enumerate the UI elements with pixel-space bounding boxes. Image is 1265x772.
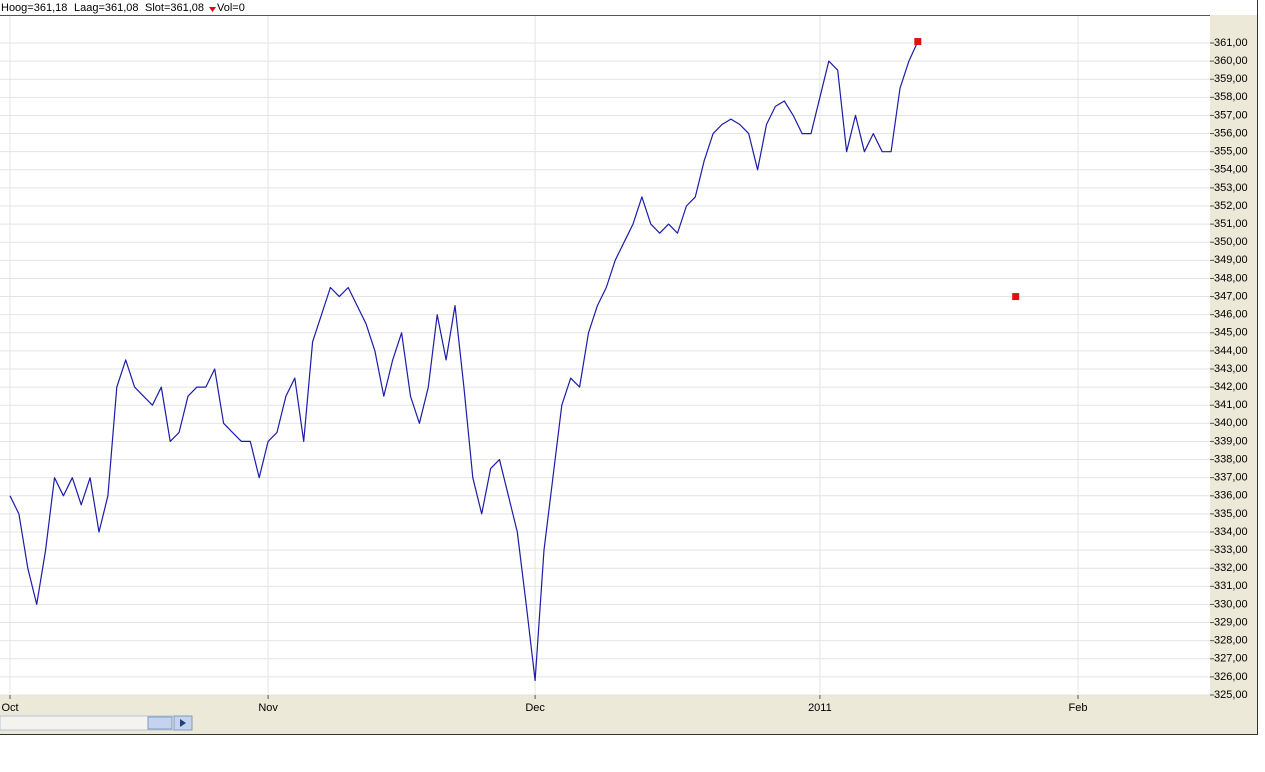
x-tick-label: Oct [1,702,18,714]
y-tick-label: 341,00 [1214,399,1248,411]
y-tick-label: 360,00 [1214,55,1248,67]
y-tick-label: 354,00 [1214,164,1248,176]
y-tick-label: 334,00 [1214,526,1248,538]
y-tick-label: 356,00 [1214,127,1248,139]
y-tick-label: 335,00 [1214,508,1248,520]
y-tick-label: 337,00 [1214,472,1248,484]
y-tick-label: 345,00 [1214,327,1248,339]
y-tick-label: 361,00 [1214,37,1248,49]
y-tick-label: 331,00 [1214,580,1248,592]
y-tick-label: 352,00 [1214,200,1248,212]
y-tick-label: 349,00 [1214,254,1248,266]
y-tick-label: 336,00 [1214,490,1248,502]
x-tick-label: 2011 [808,702,832,714]
plot-area [0,16,1210,695]
x-tick-label: Feb [1069,702,1088,714]
y-tick-label: 355,00 [1214,146,1248,158]
point-marker [1012,293,1020,301]
y-tick-label: 353,00 [1214,182,1248,194]
x-tick-label: Nov [258,702,278,714]
y-tick-label: 342,00 [1214,381,1248,393]
y-tick-label: 328,00 [1214,635,1248,647]
y-tick-label: 344,00 [1214,345,1248,357]
y-tick-label: 348,00 [1214,272,1248,284]
y-tick-label: 339,00 [1214,435,1248,447]
y-tick-label: 359,00 [1214,73,1248,85]
x-tick-label: Dec [525,702,545,714]
y-tick-label: 351,00 [1214,218,1248,230]
y-tick-label: 346,00 [1214,309,1248,321]
y-tick-label: 340,00 [1214,417,1248,429]
y-tick-label: 329,00 [1214,616,1248,628]
scroll-thumb[interactable] [147,716,173,730]
y-tick-label: 357,00 [1214,109,1248,121]
info-bar [0,0,1258,15]
y-tick-label: 343,00 [1214,363,1248,375]
info-low: Laag=361,08 [74,2,139,14]
y-tick-label: 333,00 [1214,544,1248,556]
y-tick-label: 330,00 [1214,598,1248,610]
y-tick-label: 338,00 [1214,453,1248,465]
scroll-arrow [180,719,186,727]
y-tick-label: 325,00 [1214,689,1248,701]
y-tick-label: 350,00 [1214,236,1248,248]
info-high: Hoog=361,18 [1,2,67,14]
price-line [9,41,919,682]
info-close: Slot=361,08 [145,2,204,14]
y-tick-label: 332,00 [1214,562,1248,574]
y-tick-label: 358,00 [1214,91,1248,103]
y-tick-label: 326,00 [1214,671,1248,683]
y-tick-label: 347,00 [1214,290,1248,302]
info-volume: Vol=0 [217,2,245,14]
y-tick-label: 327,00 [1214,653,1248,665]
down-arrow [209,7,216,12]
point-marker [914,38,922,46]
